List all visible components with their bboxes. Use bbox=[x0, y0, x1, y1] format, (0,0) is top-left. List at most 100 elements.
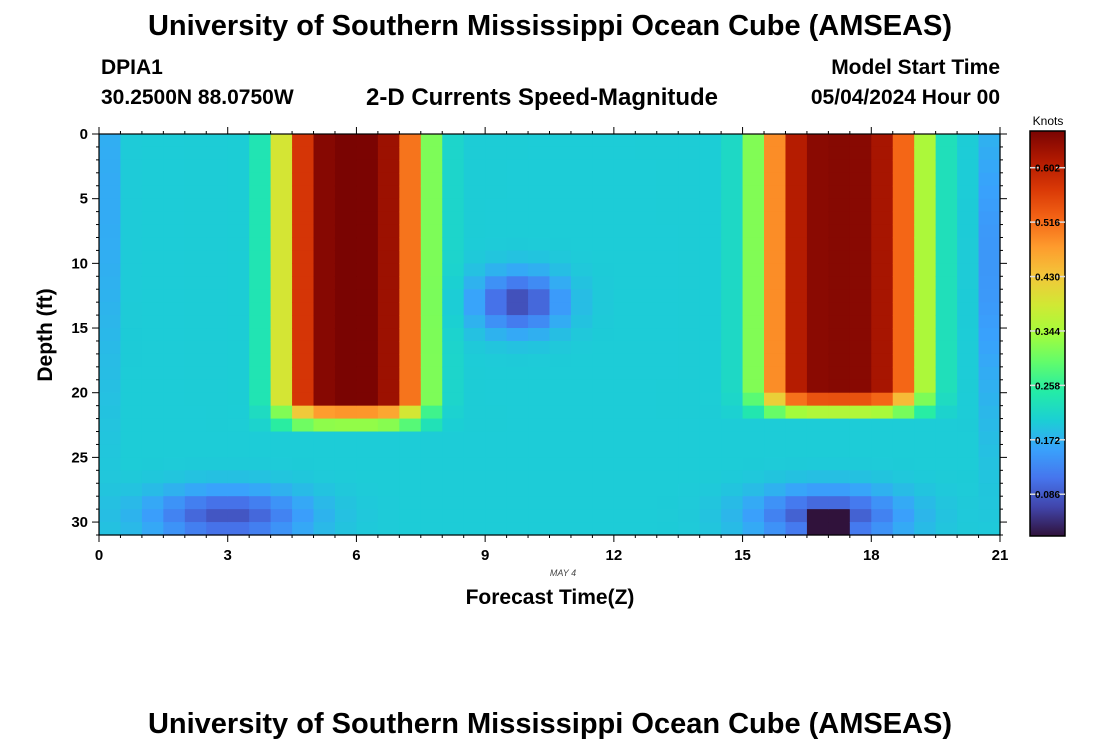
heatmap-cell bbox=[613, 431, 636, 446]
heatmap-cell bbox=[270, 134, 293, 148]
heatmap-cell bbox=[849, 483, 872, 497]
heatmap-cell bbox=[699, 418, 722, 433]
heatmap-cell bbox=[120, 522, 143, 536]
heatmap-cell bbox=[334, 328, 358, 342]
heatmap-cell bbox=[313, 185, 336, 200]
heatmap-cell bbox=[249, 431, 272, 446]
heatmap-cell bbox=[635, 328, 658, 342]
heatmap-cell bbox=[528, 483, 551, 497]
heatmap-cell bbox=[935, 379, 958, 394]
heatmap-cell bbox=[163, 315, 186, 329]
heatmap-cell bbox=[978, 250, 1001, 264]
heatmap-cell bbox=[785, 483, 808, 497]
heatmap-cell bbox=[377, 250, 400, 264]
heatmap-cell bbox=[570, 522, 593, 536]
heatmap-cell bbox=[227, 328, 250, 342]
heatmap-cell bbox=[935, 366, 958, 381]
heatmap-cell bbox=[914, 302, 937, 316]
heatmap-cell bbox=[528, 340, 551, 355]
heatmap-cell bbox=[506, 483, 529, 497]
heatmap-cell bbox=[442, 444, 465, 458]
heatmap-cell bbox=[978, 483, 1001, 497]
heatmap-cell bbox=[356, 328, 379, 342]
heatmap-cell bbox=[377, 509, 400, 523]
heatmap-cell bbox=[485, 457, 508, 471]
heatmap-cell bbox=[292, 418, 315, 433]
heatmap-cell bbox=[914, 328, 937, 342]
heatmap-cell bbox=[292, 302, 315, 316]
heatmap-cell bbox=[828, 470, 851, 484]
heatmap-cell bbox=[99, 483, 122, 497]
heatmap-cell bbox=[699, 379, 722, 394]
heatmap-cell bbox=[463, 263, 486, 277]
heatmap-cell bbox=[141, 496, 164, 510]
heatmap-cell bbox=[957, 159, 980, 174]
heatmap-cell bbox=[935, 146, 958, 161]
heatmap-cell bbox=[420, 276, 443, 290]
heatmap-cell bbox=[849, 250, 872, 264]
heatmap-cell bbox=[935, 418, 958, 433]
heatmap-cell bbox=[635, 340, 658, 355]
heatmap-cell bbox=[206, 302, 229, 316]
heatmap-cell bbox=[849, 146, 872, 161]
heatmap-cell bbox=[184, 211, 207, 226]
heatmap-cell bbox=[721, 496, 744, 510]
heatmap-cell bbox=[828, 289, 851, 303]
heatmap-cell bbox=[270, 353, 293, 368]
heatmap-cell bbox=[978, 328, 1001, 342]
heatmap-cell bbox=[914, 457, 937, 471]
x-tick-label: 12 bbox=[606, 547, 623, 564]
heatmap-cell bbox=[935, 237, 958, 252]
heatmap-cell bbox=[270, 276, 293, 290]
heatmap-cell bbox=[377, 224, 400, 239]
heatmap-cell bbox=[141, 289, 164, 303]
heatmap-cell bbox=[978, 444, 1001, 458]
heatmap-cell bbox=[528, 522, 551, 536]
heatmap-cell bbox=[656, 353, 679, 368]
heatmap-cell bbox=[957, 250, 980, 264]
heatmap-cell bbox=[828, 198, 851, 213]
heatmap-cell bbox=[806, 470, 829, 484]
heatmap-cell bbox=[828, 328, 851, 342]
heatmap-cell bbox=[463, 276, 486, 290]
heatmap-cell bbox=[184, 392, 207, 407]
y-axis: 0 5 10 15 20 25 30 bbox=[71, 126, 1007, 536]
heatmap-cell bbox=[570, 366, 593, 381]
heatmap-cell bbox=[570, 198, 593, 213]
heatmap-cell bbox=[99, 405, 122, 420]
heatmap-cell bbox=[592, 224, 615, 239]
heatmap-cell bbox=[871, 328, 894, 342]
heatmap-cell bbox=[141, 211, 164, 226]
heatmap-cell bbox=[785, 289, 808, 303]
heatmap-cell bbox=[678, 250, 701, 264]
heatmap-cell bbox=[292, 366, 315, 381]
heatmap-cell bbox=[721, 444, 744, 458]
heatmap-cell bbox=[828, 315, 851, 329]
heatmap-cell bbox=[635, 418, 658, 433]
heatmap-cell bbox=[99, 496, 122, 510]
heatmap-cell bbox=[292, 146, 315, 161]
heatmap-cell bbox=[978, 211, 1001, 226]
heatmap-cell bbox=[227, 263, 250, 277]
heatmap-cell bbox=[442, 146, 465, 161]
heatmap-cell bbox=[806, 146, 829, 161]
heatmap-cell bbox=[356, 134, 379, 148]
heatmap-cell bbox=[742, 237, 765, 252]
heatmap-cell bbox=[249, 237, 272, 252]
heatmap-cell bbox=[699, 263, 722, 277]
heatmap-cell bbox=[935, 353, 958, 368]
heatmap-cell bbox=[656, 172, 679, 187]
heatmap-cell bbox=[334, 146, 358, 161]
heatmap-cell bbox=[806, 134, 829, 148]
heatmap-cell bbox=[635, 392, 658, 407]
heatmap-cell bbox=[270, 431, 293, 446]
heatmap-cell bbox=[785, 328, 808, 342]
heatmap-cell bbox=[764, 276, 787, 290]
heatmap-cell bbox=[549, 470, 572, 484]
heatmap-cell bbox=[99, 392, 122, 407]
heatmap-cell bbox=[442, 172, 465, 187]
heatmap-cell bbox=[163, 237, 186, 252]
heatmap-cell bbox=[871, 366, 894, 381]
heatmap-cell bbox=[828, 483, 851, 497]
heatmap-cell bbox=[849, 224, 872, 239]
